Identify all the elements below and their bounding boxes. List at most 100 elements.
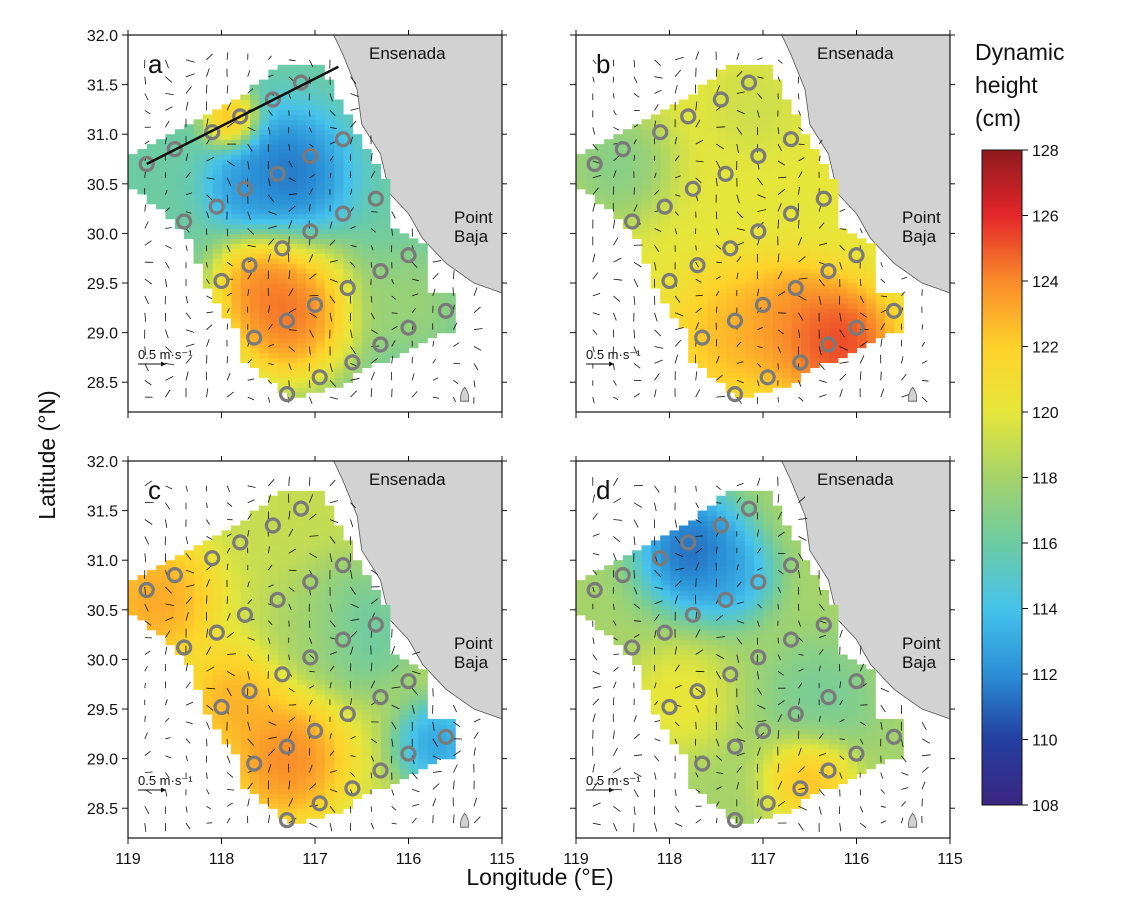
heat-cell [296,590,307,596]
heat-cell [287,253,297,259]
heat-cell [287,684,297,690]
heat-cell [156,193,166,200]
heat-cell [315,803,325,809]
heat-cell [678,213,689,220]
heat-cell [380,619,391,626]
heat-cell [268,352,279,359]
current-vector [144,480,152,487]
heat-cell [343,619,353,626]
heat-cell [315,510,325,517]
heat-cell [380,674,391,680]
heat-cell [249,119,260,125]
heat-cell [230,714,241,720]
heat-cell [678,307,689,314]
current-vector [206,687,216,690]
current-vector [654,59,661,66]
heat-cell [791,263,801,269]
heat-cell [277,243,288,249]
heat-cell [315,699,325,705]
current-vector [206,324,213,330]
heat-cell [287,580,297,586]
current-vector [185,329,195,333]
heat-cell [212,139,223,145]
heat-cell [809,154,820,160]
current-vector [329,519,339,524]
current-vector [247,530,250,537]
heat-cell [305,490,316,497]
heat-cell [221,268,232,274]
heat-cell [361,203,372,210]
heat-cell [212,644,223,651]
heat-cell [240,714,251,720]
heat-cell [156,590,166,596]
heat-cell [324,629,335,636]
heat-cell [315,154,325,160]
current-vector [901,373,907,381]
heat-cell [352,168,363,175]
station-marker [372,263,389,280]
current-vector [839,388,843,398]
heat-cell [371,193,381,200]
heat-cell [277,753,288,760]
heat-cell [305,540,316,546]
heat-cell [772,228,783,235]
heat-cell [744,99,755,106]
heat-cell [417,302,428,309]
heat-cell [165,599,176,606]
current-vector [309,535,319,537]
current-vector [633,93,640,98]
heat-cell [417,283,428,289]
heat-cell [763,377,773,383]
heat-cell [249,748,260,755]
heat-cell [324,520,335,527]
heat-cell [296,208,307,215]
heat-cell [352,743,363,750]
current-vector [654,346,664,349]
heat-cell [763,253,773,259]
current-vector [736,379,744,384]
current-vector [798,157,805,162]
heat-cell [819,183,829,190]
heat-cell [287,803,297,809]
heat-cell [725,129,736,135]
heat-cell [277,154,288,160]
heat-cell [772,144,783,150]
heat-cell [781,233,792,239]
heat-cell [781,273,792,279]
heat-cell [343,357,353,363]
current-vector [309,174,316,179]
heat-cell [333,332,344,339]
heat-cell [296,387,307,393]
heat-cell [837,342,848,349]
heat-cell [212,609,223,616]
heat-cell [221,669,232,675]
heat-cell [371,218,381,225]
heat-cell [324,238,335,244]
current-vector [165,106,173,111]
heat-cell [744,193,755,200]
heat-cell [240,748,251,755]
stations [138,74,454,403]
current-vector [592,293,601,297]
current-vector [247,782,253,790]
heat-cell [809,357,820,363]
heat-cell [641,144,652,150]
heat-cell [249,168,260,175]
heat-cell [847,297,858,304]
heat-cell [352,728,363,735]
heat-cell [436,327,447,334]
heat-cell [343,307,353,314]
heat-cell [763,228,773,235]
heat-cell [361,253,372,259]
current-vector [165,717,170,723]
heat-cell [212,173,223,180]
heat-cell [706,79,717,86]
current-vector [247,126,256,132]
heat-cell [408,297,419,304]
heat-cell [296,377,307,383]
heat-cell [828,292,839,299]
heat-cell [865,307,876,314]
current-vector [144,140,150,145]
heat-cell [240,614,251,621]
heat-cell [268,164,279,170]
